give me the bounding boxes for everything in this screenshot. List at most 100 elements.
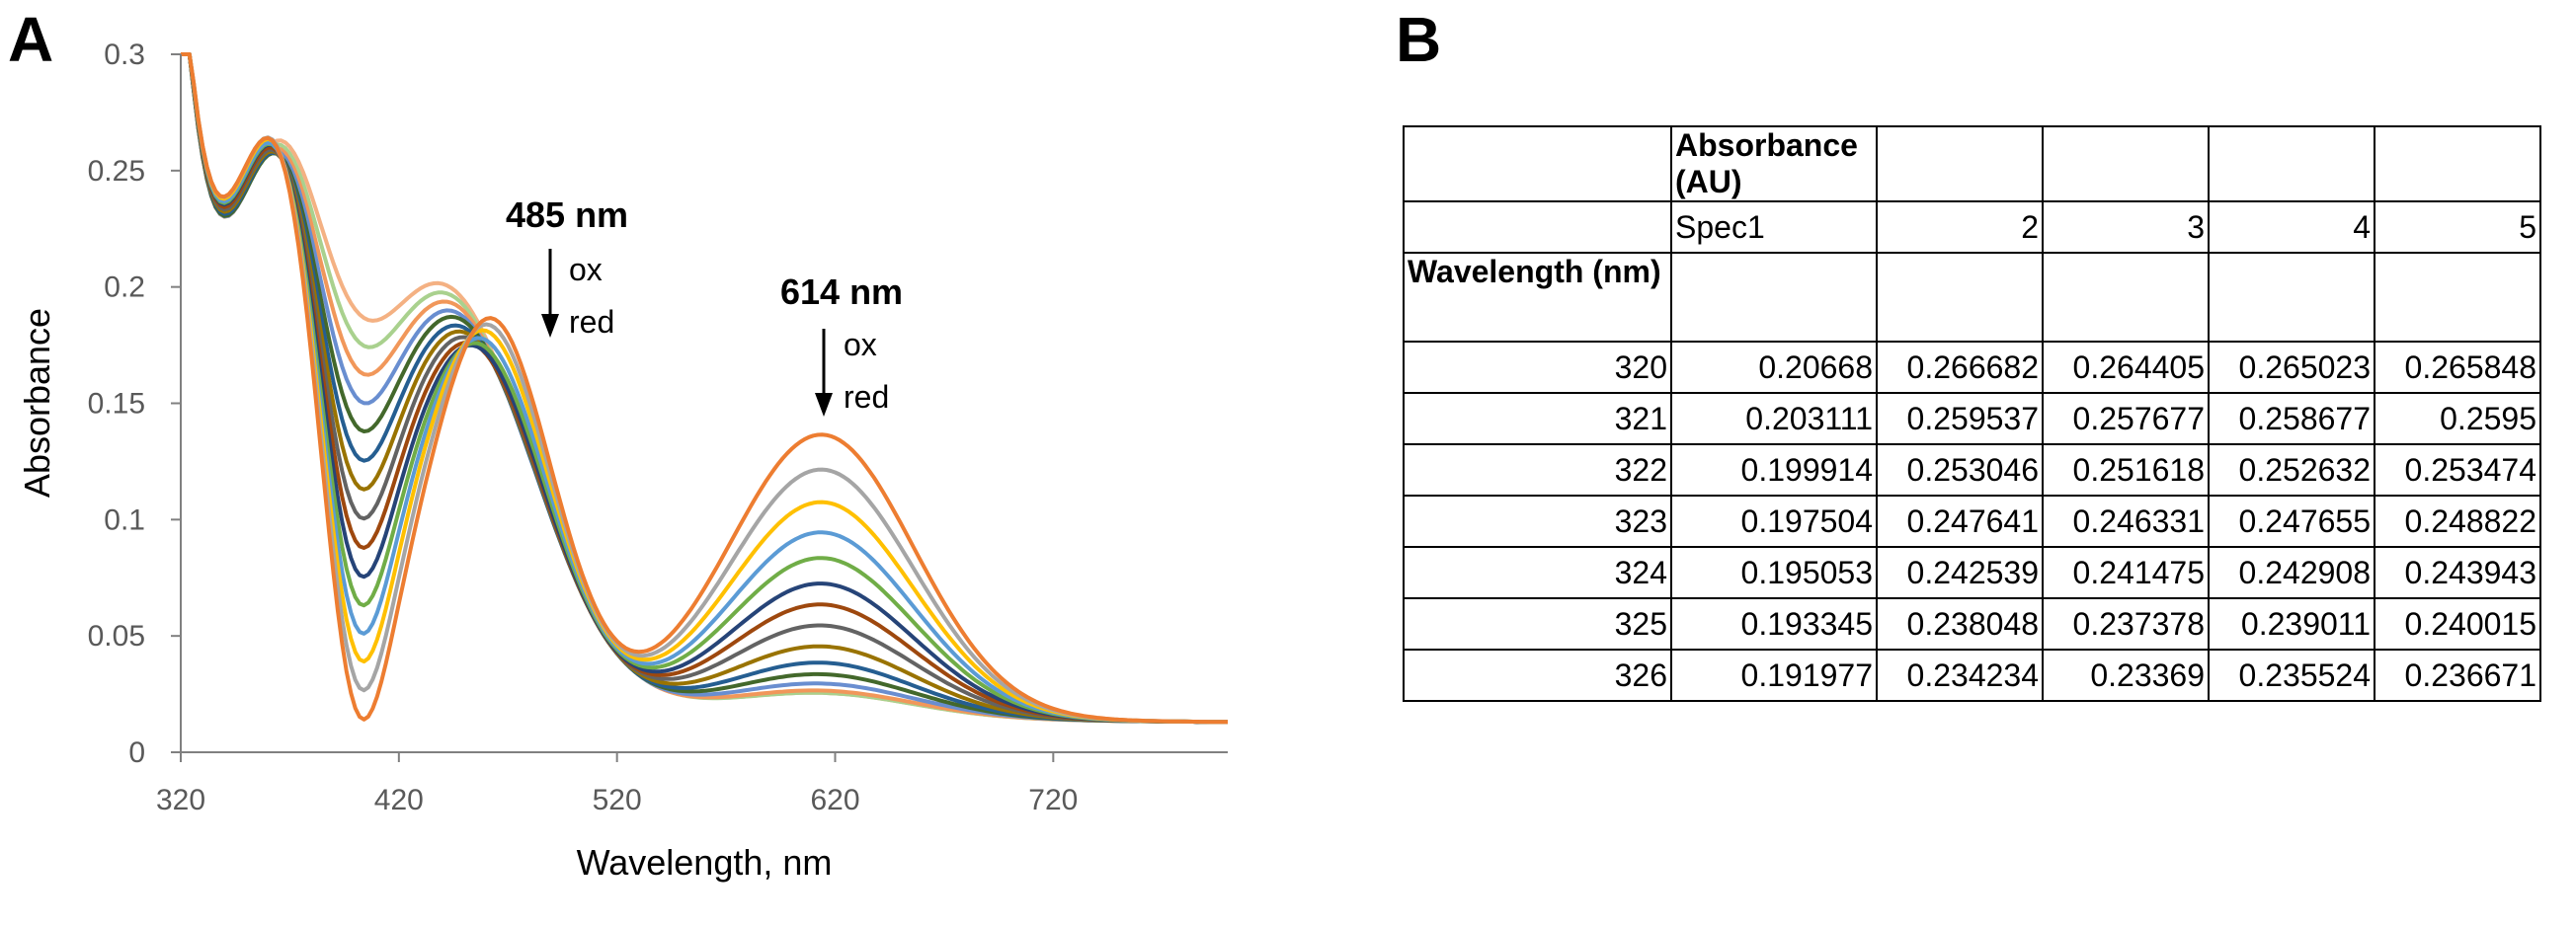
absorbance-cell: 0.253474 (2374, 443, 2541, 497)
absorbance-cell: 0.234234 (1876, 649, 2044, 702)
table-header-row-3: Wavelength (nm) (1403, 252, 2541, 343)
panel-label-a: A (8, 4, 54, 75)
column-header-4: 4 (2208, 200, 2375, 254)
table-row: 326 0.191977 0.234234 0.23369 0.235524 0.2366… (1403, 649, 2541, 702)
y-tick-label: 0.1 (104, 503, 145, 536)
wavelength-cell: 326 (1403, 649, 1672, 702)
table-row: 325 0.193345 0.238048 0.237378 0.239011 0.240… (1403, 597, 2541, 651)
absorbance-cell: 0.195053 (1670, 546, 1878, 599)
wavelength-cell: 320 (1403, 341, 1672, 394)
row-header-wavelength: Wavelength (nm) (1403, 252, 1672, 343)
y-tick-label: 0 (128, 736, 145, 769)
x-tick-label: 320 (156, 784, 205, 816)
absorbance-cell: 0.241475 (2042, 546, 2210, 599)
y-tick-label: 0.3 (104, 39, 145, 71)
absorbance-cell: 0.197504 (1670, 495, 1878, 548)
x-tick-label: 520 (593, 784, 642, 816)
absorbance-cell: 0.258677 (2208, 392, 2375, 445)
table-cell (2208, 252, 2375, 343)
table-cell (2374, 252, 2541, 343)
absorbance-cell: 0.247655 (2208, 495, 2375, 548)
absorbance-cell: 0.242539 (1876, 546, 2044, 599)
column-header-3: 3 (2042, 200, 2210, 254)
absorbance-cell: 0.203111 (1670, 392, 1878, 445)
absorbance-chart: 320 420 520 620 720 0 0.05 0.1 0.15 0.2 0.25 0.3 Wa… (17, 39, 1228, 883)
annotation-485-lower: red (569, 304, 614, 340)
column-header-2: 2 (1876, 200, 2044, 254)
absorbance-cell: 0.240015 (2374, 597, 2541, 651)
table-row: 324 0.195053 0.242539 0.241475 0.242908 0.243… (1403, 546, 2541, 599)
annotation-614-lower: red (844, 379, 889, 415)
y-tick-label: 0.05 (88, 620, 145, 653)
absorbance-cell: 0.246331 (2042, 495, 2210, 548)
column-header-5: 5 (2374, 200, 2541, 254)
panel-label-b: B (1396, 4, 1442, 75)
y-tick-label: 0.25 (88, 155, 145, 188)
absorbance-cell: 0.239011 (2208, 597, 2375, 651)
chart-series-group (181, 52, 1228, 725)
annotation-614-label: 614 nm (780, 271, 903, 312)
absorbance-cell: 0.238048 (1876, 597, 2044, 651)
table-cell (2042, 252, 2210, 343)
absorbance-cell: 0.193345 (1670, 597, 1878, 651)
x-axis-title: Wavelength, nm (577, 842, 833, 883)
table-cell (1403, 125, 1672, 202)
table-cell (1403, 200, 1672, 254)
x-tick-label: 620 (810, 784, 859, 816)
y-tick-label: 0.2 (104, 271, 145, 304)
absorbance-cell: 0.251618 (2042, 443, 2210, 497)
annotation-614: 614 nm ox red (780, 271, 903, 417)
table-group-header: Absorbance (AU) (1670, 125, 1878, 202)
x-tick-label: 720 (1028, 784, 1078, 816)
annotation-485-label: 485 nm (506, 194, 628, 235)
absorbance-cell: 0.257677 (2042, 392, 2210, 445)
wavelength-cell: 321 (1403, 392, 1672, 445)
absorbance-cell: 0.253046 (1876, 443, 2044, 497)
x-tick-label: 420 (374, 784, 424, 816)
absorbance-cell: 0.264405 (2042, 341, 2210, 394)
absorbance-cell: 0.20668 (1670, 341, 1878, 394)
annotation-614-upper: ox (844, 327, 877, 362)
annotation-485-arrow-head (541, 314, 559, 338)
absorbance-cell: 0.247641 (1876, 495, 2044, 548)
table-header-row-1: Absorbance (AU) (1403, 125, 2541, 202)
spectrum-line-1 (181, 52, 1228, 725)
absorbance-cell: 0.23369 (2042, 649, 2210, 702)
table-row: 322 0.199914 0.253046 0.251618 0.252632 0.253… (1403, 443, 2541, 497)
absorbance-cell: 0.266682 (1876, 341, 2044, 394)
absorbance-cell: 0.265023 (2208, 341, 2375, 394)
absorbance-cell: 0.199914 (1670, 443, 1878, 497)
column-header-spec1: Spec1 (1670, 200, 1878, 254)
y-axis-title: Absorbance (17, 308, 57, 498)
table-body: Absorbance (AU) Spec1 2 3 4 5 Wavelength… (1403, 125, 2541, 702)
absorbance-table: Absorbance (AU) Spec1 2 3 4 5 Wavelength… (1403, 125, 2541, 702)
table-cell (2374, 125, 2541, 202)
absorbance-cell: 0.236671 (2374, 649, 2541, 702)
table-cell (1876, 252, 2044, 343)
absorbance-cell: 0.248822 (2374, 495, 2541, 548)
wavelength-cell: 323 (1403, 495, 1672, 548)
table-row: 321 0.203111 0.259537 0.257677 0.258677 0.259… (1403, 392, 2541, 445)
annotation-485-upper: ox (569, 252, 603, 287)
wavelength-cell: 325 (1403, 597, 1672, 651)
absorbance-cell: 0.265848 (2374, 341, 2541, 394)
absorbance-cell: 0.259537 (1876, 392, 2044, 445)
absorbance-cell: 0.252632 (2208, 443, 2375, 497)
table-row: 323 0.197504 0.247641 0.246331 0.247655 0.248… (1403, 495, 2541, 548)
absorbance-cell: 0.242908 (2208, 546, 2375, 599)
table-cell (2208, 125, 2375, 202)
absorbance-cell: 0.243943 (2374, 546, 2541, 599)
table-row: 320 0.20668 0.266682 0.264405 0.265023 0.2658… (1403, 341, 2541, 394)
axis-ticks: 320 420 520 620 720 0 0.05 0.1 0.15 0.2 0.25 0.3 (88, 39, 1079, 816)
table-cell (2042, 125, 2210, 202)
annotation-614-arrow-head (815, 393, 833, 417)
annotation-485: 485 nm ox red (506, 194, 628, 340)
table-header-row-2: Spec1 2 3 4 5 (1403, 200, 2541, 254)
table-cell (1876, 125, 2044, 202)
absorbance-cell: 0.237378 (2042, 597, 2210, 651)
y-tick-label: 0.15 (88, 388, 145, 421)
wavelength-cell: 324 (1403, 546, 1672, 599)
absorbance-cell: 0.191977 (1670, 649, 1878, 702)
table-cell (1670, 252, 1878, 343)
absorbance-cell: 0.235524 (2208, 649, 2375, 702)
